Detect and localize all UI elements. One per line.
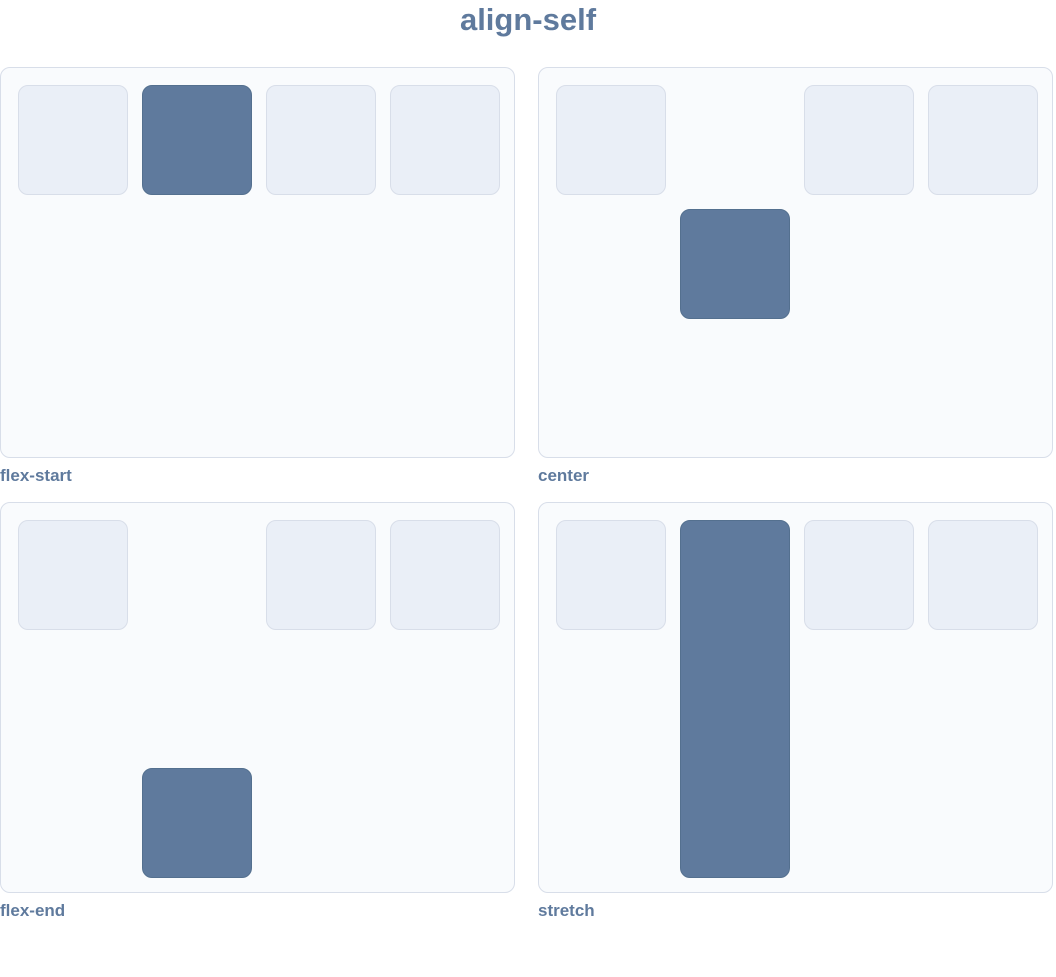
flex-item — [556, 85, 666, 195]
flex-item — [390, 85, 500, 195]
panel-flex-start — [0, 67, 515, 458]
flex-item — [928, 85, 1038, 195]
panel-center — [538, 67, 1053, 458]
flex-item — [804, 85, 914, 195]
flex-item-highlighted — [680, 209, 790, 319]
flex-item — [266, 520, 376, 630]
panel-label: stretch — [538, 901, 595, 920]
flex-item — [18, 520, 128, 630]
flex-item — [556, 520, 666, 630]
flex-item-highlighted — [680, 520, 790, 878]
panel-label: center — [538, 466, 590, 485]
flex-item — [390, 520, 500, 630]
panel-label: flex-end — [0, 901, 66, 920]
flex-item-highlighted — [142, 85, 252, 195]
diagram-title: align-self — [459, 2, 597, 37]
panel-flex-end — [0, 502, 515, 893]
panel-label: flex-start — [0, 466, 72, 485]
flex-item — [928, 520, 1038, 630]
panel-stretch — [538, 502, 1053, 893]
flex-item — [266, 85, 376, 195]
flex-item — [804, 520, 914, 630]
flex-item — [18, 85, 128, 195]
flex-item-highlighted — [142, 768, 252, 878]
